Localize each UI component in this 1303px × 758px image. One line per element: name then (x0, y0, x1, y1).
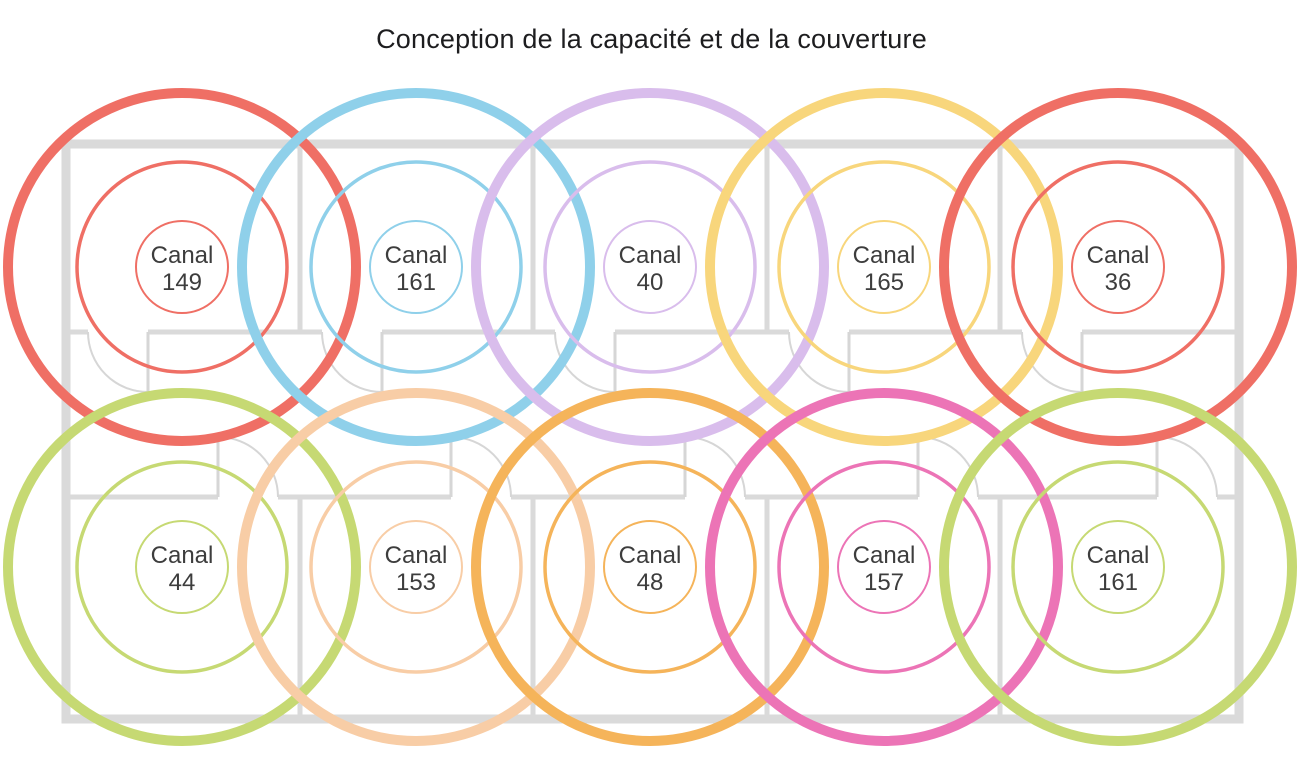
door-swing-arc (917, 436, 979, 498)
channel-label-circle (369, 220, 463, 314)
outer-coverage-circle (471, 388, 829, 746)
channel-label-number: 149 (162, 269, 202, 296)
outer-coverage-circle (705, 388, 1063, 746)
channel-label-circle (135, 520, 229, 614)
middle-coverage-circle (777, 460, 991, 674)
outer-coverage-circle (939, 88, 1297, 446)
outer-coverage-circle (3, 88, 361, 446)
channel-label-circle (837, 220, 931, 314)
middle-coverage-circle (1011, 160, 1225, 374)
channel-label-word: Canal (853, 542, 916, 569)
middle-coverage-circle (75, 160, 289, 374)
middle-coverage-circle (543, 460, 757, 674)
middle-coverage-circle (543, 160, 757, 374)
page-title: Conception de la capacité et de la couve… (376, 24, 927, 54)
channel-label-word: Canal (1087, 242, 1150, 269)
middle-coverage-circle (1011, 460, 1225, 674)
door-swing-arc (87, 331, 149, 393)
channel-label-word: Canal (385, 242, 448, 269)
door-swing-arc (788, 331, 850, 393)
outer-coverage-circle (939, 388, 1297, 746)
middle-coverage-circle (777, 160, 991, 374)
channel-label-number: 48 (637, 569, 664, 596)
outer-coverage-circle (705, 88, 1063, 446)
channel-label-number: 161 (1098, 569, 1138, 596)
middle-coverage-circle (309, 160, 523, 374)
channel-label-number: 165 (864, 269, 904, 296)
access-points-layer: Canal149Canal161Canal40Canal165Canal36Ca… (3, 88, 1297, 746)
channel-label-number: 36 (1105, 269, 1132, 296)
door-swing-arc (554, 331, 616, 393)
channel-label-circle (1071, 520, 1165, 614)
door-swing-arc (1021, 331, 1083, 393)
channel-label-number: 40 (637, 269, 664, 296)
channel-label-word: Canal (853, 242, 916, 269)
middle-coverage-circle (75, 460, 289, 674)
channel-label-circle (603, 520, 697, 614)
floorplan-layer (61, 139, 1244, 724)
outer-coverage-circle (471, 88, 829, 446)
channel-label-number: 157 (864, 569, 904, 596)
channel-label-word: Canal (619, 542, 682, 569)
channel-label-circle (369, 520, 463, 614)
outer-coverage-circle (3, 388, 361, 746)
channel-label-circle (603, 220, 697, 314)
channel-label-number: 153 (396, 569, 436, 596)
channel-label-word: Canal (385, 542, 448, 569)
channel-label-word: Canal (151, 542, 214, 569)
channel-label-word: Canal (1087, 542, 1150, 569)
door-swing-arc (321, 331, 383, 393)
middle-coverage-circle (309, 460, 523, 674)
channel-label-number: 161 (396, 269, 436, 296)
channel-label-circle (1071, 220, 1165, 314)
channel-label-circle (837, 520, 931, 614)
channel-label-circle (135, 220, 229, 314)
outer-coverage-circle (237, 388, 595, 746)
channel-label-word: Canal (151, 242, 214, 269)
outer-coverage-circle (237, 88, 595, 446)
channel-label-word: Canal (619, 242, 682, 269)
channel-label-number: 44 (169, 569, 196, 596)
